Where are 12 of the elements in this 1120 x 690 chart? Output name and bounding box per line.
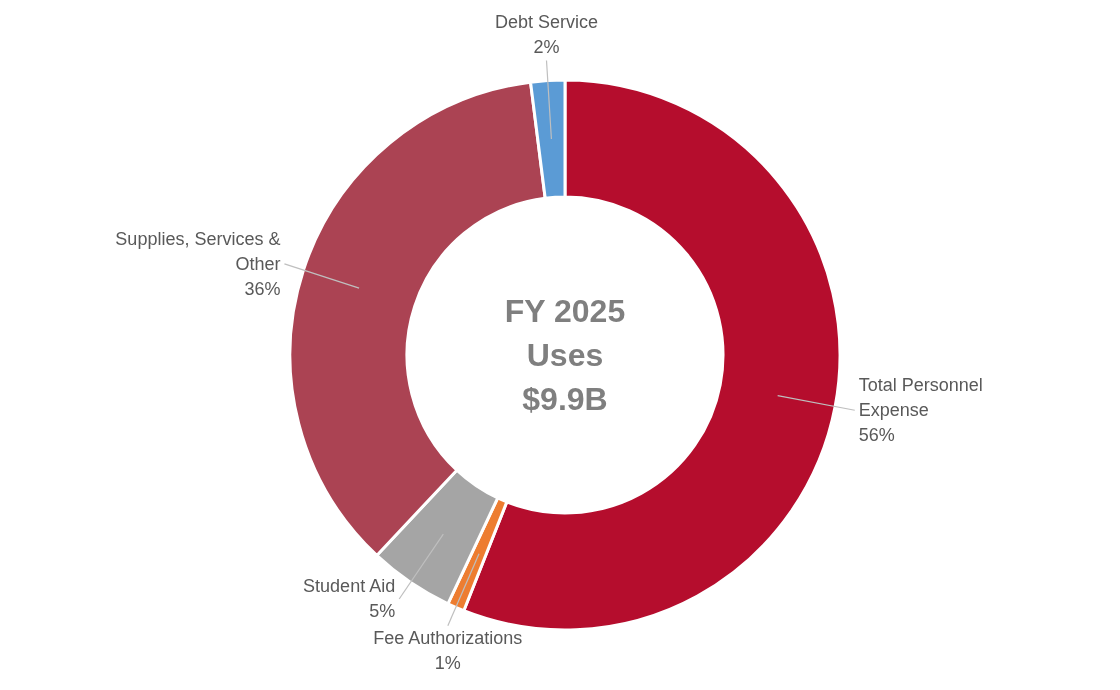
data-label: 56% bbox=[858, 425, 895, 446]
slice-label: Total Personnel Expense bbox=[858, 375, 983, 421]
data-label: 1% bbox=[434, 652, 461, 673]
slice-label: Supplies, Services & Other bbox=[115, 228, 281, 274]
text: FY 2025 Uses bbox=[504, 293, 626, 374]
text: $9.9B bbox=[522, 381, 608, 418]
slice-label: Student Aid bbox=[303, 576, 396, 597]
data-label: 2% bbox=[533, 36, 560, 57]
data-label: 36% bbox=[244, 278, 281, 299]
slice-label: Fee Authorizations bbox=[373, 627, 523, 648]
data-label: 5% bbox=[369, 601, 396, 622]
slice-label: Debt Service bbox=[494, 11, 598, 32]
